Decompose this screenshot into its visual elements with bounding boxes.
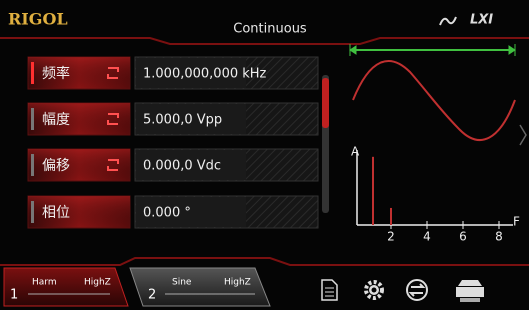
selection-bar	[31, 108, 34, 130]
channel-number: 2	[148, 288, 156, 303]
x-tick-label: 4	[423, 230, 431, 244]
channel-load: HighZ	[84, 278, 111, 288]
brand-logo: RIGOL	[8, 10, 68, 29]
parameter-value: 0.000,0 Vdc	[143, 159, 221, 174]
selection-bar	[31, 154, 34, 176]
parameter-label: 频率	[42, 65, 70, 82]
screen: RIGOL Continuous LXI 频率 1.000,000,000 kHz…	[0, 0, 529, 310]
y-axis-label: A	[351, 145, 360, 159]
parameter-label: 幅度	[42, 112, 70, 128]
selection-bar	[31, 201, 34, 223]
channel-waveform: Sine	[172, 278, 192, 288]
x-tick-label: 2	[387, 230, 395, 244]
mode-label: Continuous	[233, 22, 307, 37]
parameter-value: 5.000,0 Vpp	[143, 113, 222, 128]
channel-load: HighZ	[224, 278, 251, 288]
x-tick-label: 6	[459, 230, 467, 244]
parameter-value: 1.000,000,000 kHz	[143, 67, 267, 82]
x-tick-label: 8	[495, 230, 503, 244]
lxi-label: LXI	[470, 13, 493, 28]
channel-waveform: Harm	[32, 278, 57, 288]
scrollbar-thumb	[322, 78, 329, 128]
parameter-label: 偏移	[42, 158, 70, 174]
channel-number: 1	[10, 288, 18, 303]
print-icon[interactable]	[456, 280, 484, 302]
parameter-value: 0.000 °	[143, 206, 191, 221]
parameter-label: 相位	[42, 205, 70, 221]
selection-bar	[31, 62, 34, 84]
x-axis-label: F	[513, 215, 520, 229]
